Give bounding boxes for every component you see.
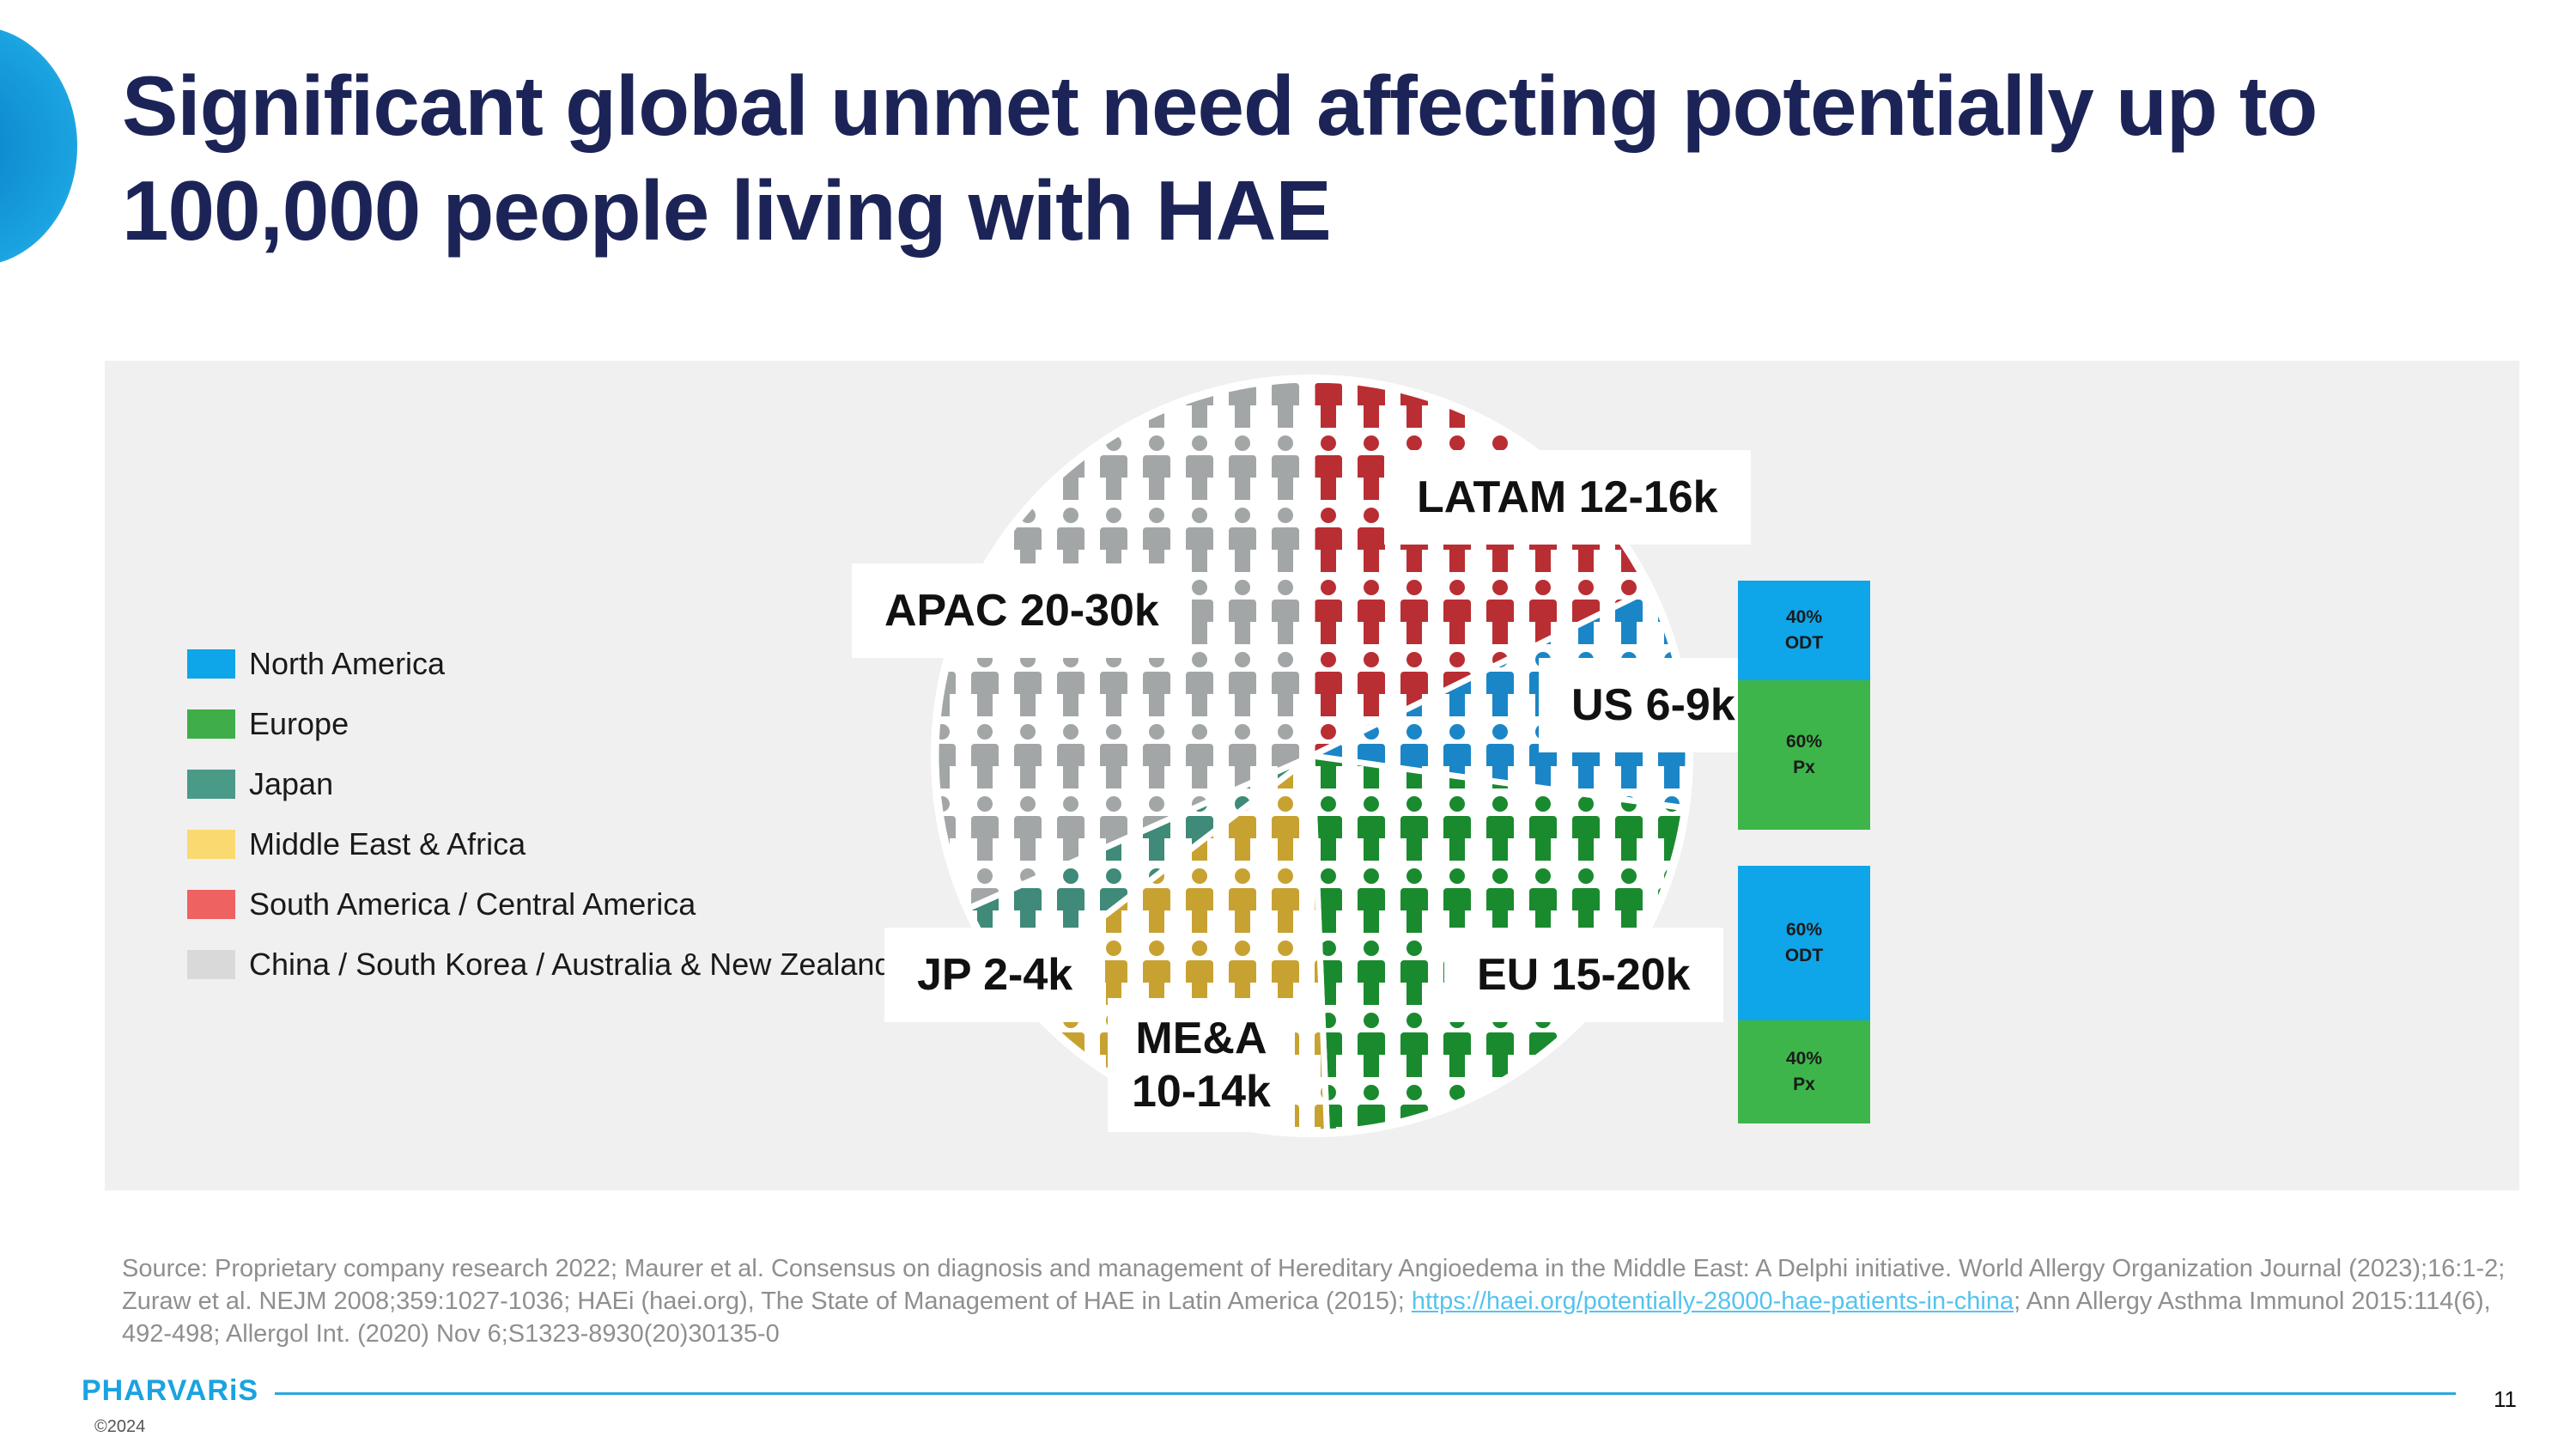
slice-label-eu: EU 15-20k: [1444, 928, 1723, 1022]
page-number: 11: [2494, 1386, 2517, 1412]
stacked-segment-label: ODT: [1784, 946, 1824, 965]
legend-item-japan: Japan: [187, 754, 891, 814]
slice-label-mea-line2: 10-14k: [1132, 1067, 1271, 1117]
page-title: Significant global unmet need affecting …: [122, 58, 2318, 258]
stacked-segment-pct: 40%: [1785, 1049, 1823, 1068]
stacked-segment-label: Px: [1793, 1075, 1815, 1094]
company-logo: PHARVARiS: [82, 1374, 259, 1407]
footer-divider: [275, 1392, 2456, 1395]
stacked-segment-label: Px: [1793, 758, 1815, 777]
stacked-segment-odt: 40% ODT: [1738, 581, 1870, 680]
slice-label-mea: ME&A 10-14k: [1108, 998, 1295, 1132]
pie-outline: [933, 377, 1691, 1135]
stacked-segment-label: ODT: [1784, 633, 1824, 653]
slice-label-apac: APAC 20-30k: [852, 563, 1192, 658]
slice-label-mea-line1: ME&A: [1135, 1014, 1267, 1063]
source-text: Source: Proprietary company research 202…: [122, 1255, 2506, 1315]
stacked-segment-odt: 60% ODT: [1738, 866, 1870, 1020]
legend-swatch: [187, 890, 235, 919]
legend-swatch: [187, 830, 235, 859]
slice-label-latam: LATAM 12-16k: [1384, 450, 1751, 545]
source-text-end: ; Ann Allergy Asthma Immunol 2015:114(6)…: [122, 1288, 2491, 1348]
legend-swatch: [187, 649, 235, 679]
legend-label: China / South Korea / Australia & New Ze…: [249, 947, 892, 982]
corner-decoration: [0, 26, 77, 266]
legend-label: South America / Central America: [249, 886, 696, 922]
legend-item-south-central-america: South America / Central America: [187, 874, 891, 935]
legend-item-north-america: North America: [187, 634, 891, 694]
legend-label: Europe: [249, 706, 349, 741]
legend-item-europe: Europe: [187, 694, 891, 754]
chart-panel: North America Europe Japan Middle East &…: [105, 361, 2519, 1190]
stacked-segment-px: 40% Px: [1738, 1020, 1870, 1123]
legend-swatch: [187, 709, 235, 739]
legend-swatch: [187, 770, 235, 799]
slice-label-jp: JP 2-4k: [884, 928, 1106, 1022]
legend-swatch: [187, 950, 235, 979]
legend-label: North America: [249, 646, 446, 681]
chart-legend: North America Europe Japan Middle East &…: [187, 634, 891, 995]
legend-label: Japan: [249, 766, 334, 801]
stacked-segment-pct: 60%: [1785, 920, 1823, 940]
stacked-segment-pct: 60%: [1785, 732, 1823, 752]
source-link[interactable]: https://haei.org/potentially-28000-hae-p…: [1411, 1288, 2014, 1315]
stacked-segment-pct: 40%: [1785, 607, 1823, 627]
source-note: Source: Proprietary company research 202…: [122, 1252, 2509, 1350]
legend-item-middle-east-africa: Middle East & Africa: [187, 814, 891, 874]
legend-label: Middle East & Africa: [249, 826, 526, 861]
copyright: ©2024: [94, 1417, 146, 1436]
stacked-segment-px: 60% Px: [1738, 680, 1870, 830]
slice-label-us: US 6-9k: [1539, 658, 1768, 752]
legend-item-apac: China / South Korea / Australia & New Ze…: [187, 935, 891, 995]
